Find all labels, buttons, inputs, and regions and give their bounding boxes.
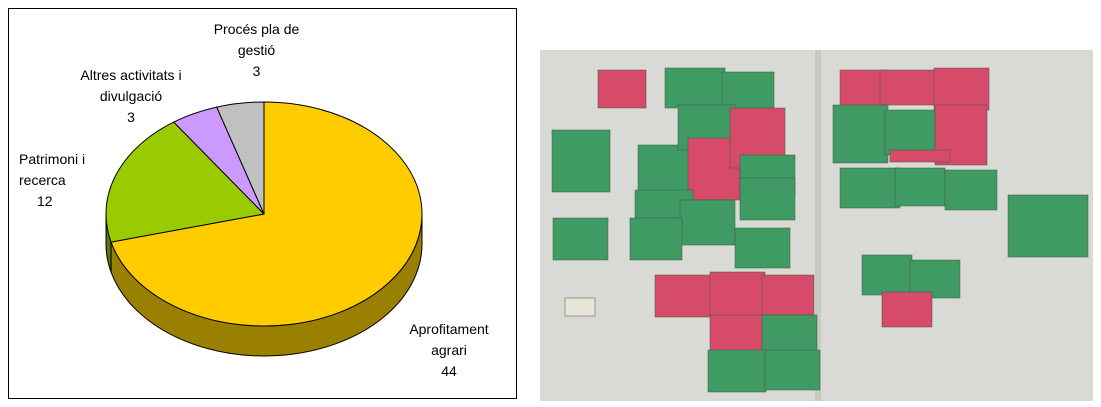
photo-sticky-notes	[540, 50, 1093, 401]
pie-chart	[105, 101, 423, 357]
slice-label: Patrimoni i recerca 12	[19, 149, 99, 212]
slice	[110, 101, 423, 327]
slice	[215, 101, 265, 215]
sticky-notes	[551, 67, 1089, 393]
slice-name: Procés pla de gestió	[213, 21, 300, 58]
slice-label: Procés pla de gestió 3	[199, 19, 314, 82]
slice-value: 44	[441, 363, 457, 379]
slice-name: Patrimoni i recerca	[19, 151, 86, 188]
slice-value: 12	[37, 193, 53, 209]
slice-value: 3	[252, 63, 261, 79]
photo-seam	[815, 50, 821, 401]
slice-value: 3	[127, 109, 135, 125]
slice-name: Aprofitament agrari	[409, 321, 489, 358]
slice-label: Altres activitats i divulgació 3	[61, 65, 201, 128]
slice-name: Altres activitats i divulgació	[80, 67, 182, 104]
slice-label: Aprofitament agrari 44	[394, 319, 504, 382]
chart: Aprofitament agrari 44 Patrimoni i recerca…	[8, 8, 517, 399]
slice	[105, 121, 266, 243]
